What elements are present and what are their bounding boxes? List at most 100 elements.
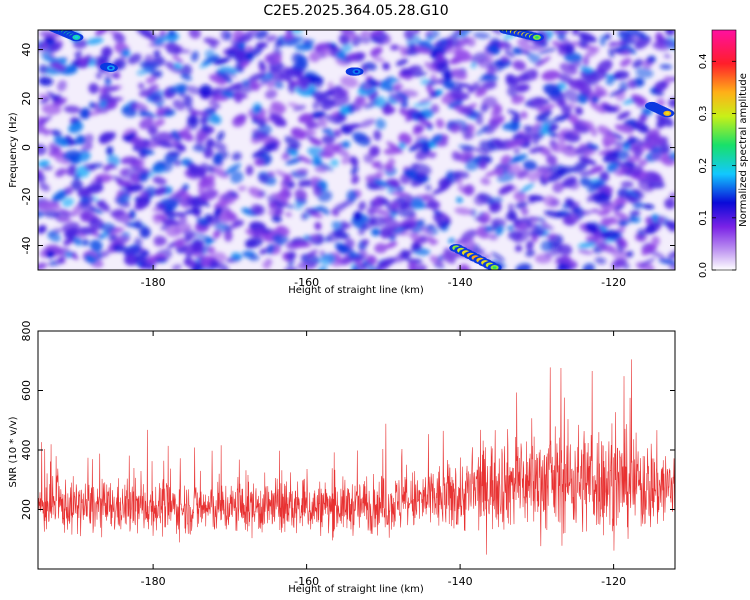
spectrogram-blob <box>522 125 533 131</box>
spectrogram-blob <box>71 179 83 191</box>
spectrogram-blob <box>214 206 223 218</box>
spectrogram-blob <box>302 39 315 47</box>
spectrogram-blob <box>245 240 258 249</box>
spectrogram-blob <box>403 30 415 40</box>
spectrogram-blob <box>256 113 266 119</box>
spectrogram-blob <box>512 60 527 71</box>
snr-x-ticks: -180 -160 -140 -120 <box>141 331 626 588</box>
spectrogram-blob <box>531 133 540 145</box>
spectrogram-blob <box>204 213 214 222</box>
spectrogram-blob <box>299 130 306 140</box>
spectrogram-blob <box>628 192 645 204</box>
spectrogram-blob <box>454 36 470 49</box>
spectrogram-blob <box>442 79 456 90</box>
spectrogram-blob <box>42 56 62 63</box>
y-tick-label: 400 <box>20 440 33 461</box>
spectrogram-blob <box>551 142 568 153</box>
spectrogram-blob <box>658 258 675 265</box>
y-tick-label: 800 <box>20 321 33 342</box>
spectrogram-blob <box>271 193 289 204</box>
spectrogram-blob <box>362 239 370 246</box>
spectrogram-blob <box>418 234 428 244</box>
spectrogram-blob <box>330 158 339 167</box>
spectrogram-blob <box>138 150 149 159</box>
spectrogram-blob <box>209 259 220 270</box>
spectrogram-blob <box>558 73 574 84</box>
spectrogram-blob <box>600 217 612 228</box>
spectrogram-blob <box>608 157 624 167</box>
spectrogram-blob <box>283 173 292 183</box>
spectrogram-blob <box>38 224 47 234</box>
spectrogram-blob <box>249 254 260 262</box>
spectrogram-blob <box>113 210 131 223</box>
spectrogram-blob <box>458 30 468 39</box>
spectrogram-blob <box>169 212 188 217</box>
colorbar: 0.0 0.1 0.2 0.3 0.4 Normalized spectral ampl… <box>698 29 749 278</box>
spectrogram-blob <box>416 113 425 120</box>
spectrogram-blob <box>183 95 193 107</box>
spectrogram-blob <box>121 49 131 58</box>
spectrogram-blob <box>546 154 558 166</box>
spectrogram-blob <box>651 236 661 246</box>
spectrogram-blob <box>63 238 72 246</box>
spectrogram-blob <box>297 155 313 164</box>
spectrogram-blob <box>78 57 87 65</box>
spectrogram-blob <box>364 61 377 71</box>
spectrogram-blob <box>372 55 385 63</box>
spectrogram-blob <box>88 57 96 68</box>
spectrogram-blob <box>88 162 104 169</box>
spectrogram-blob <box>340 30 358 40</box>
spectrogram-blob <box>130 159 142 167</box>
spectrogram-blob <box>541 70 560 81</box>
spectrogram-blob <box>338 223 353 232</box>
spectrogram-blob <box>605 187 614 196</box>
spectrogram-blob <box>372 196 383 208</box>
spectrogram-blob <box>390 191 409 197</box>
spectrogram-blob <box>589 126 598 137</box>
spectrogram-blob <box>139 226 151 239</box>
spectrogram-blob <box>638 159 648 167</box>
spectrogram-blob <box>77 201 96 213</box>
spectrogram-blob <box>215 70 233 83</box>
spectrogram-blob <box>398 208 416 219</box>
spectrogram-blob <box>428 152 437 159</box>
spectrogram-blob <box>427 200 441 210</box>
spectrogram-blob <box>612 249 629 260</box>
spectrogram-blob <box>332 202 347 213</box>
spectrogram-blob <box>653 80 668 93</box>
spectrogram-blob <box>256 132 267 140</box>
spectrogram-blob <box>627 155 641 163</box>
spectrogram-blob <box>562 213 580 225</box>
spectrogram-blob <box>631 94 648 106</box>
spectrogram-blob <box>398 132 412 146</box>
spectrogram-blob <box>646 224 657 235</box>
spectrogram-blob <box>552 181 564 193</box>
spectrogram-blob <box>250 80 260 91</box>
spectrogram-blob <box>252 228 265 237</box>
spectrogram-blob <box>205 138 215 149</box>
spectrogram-blob <box>534 216 546 223</box>
spectrogram-blob <box>507 109 521 117</box>
spectrogram-blob <box>568 61 582 70</box>
spectrogram-blob <box>63 105 81 114</box>
spectrogram-blob <box>563 89 581 103</box>
spectrogram-blob <box>340 43 352 54</box>
spectrogram-blob <box>38 262 48 270</box>
spectrogram-blob <box>435 118 445 129</box>
spectrogram-blob <box>199 116 209 125</box>
spectrogram-blob <box>241 79 251 87</box>
spectrogram-blob <box>543 195 558 208</box>
spectrogram-blob <box>209 43 218 49</box>
spectrogram-blob <box>488 233 498 241</box>
spectrogram-blob <box>229 223 238 230</box>
spectrogram-blob <box>306 249 318 259</box>
spectrogram-blob <box>230 170 244 184</box>
spectrogram-blob <box>461 229 477 242</box>
spectrogram-blob <box>154 186 168 196</box>
spectrogram-blob <box>413 71 428 78</box>
feature-peak <box>354 70 359 73</box>
spectrogram-blob <box>77 187 91 198</box>
spectrogram-blob <box>467 86 476 94</box>
spectrogram-blob <box>594 257 607 265</box>
